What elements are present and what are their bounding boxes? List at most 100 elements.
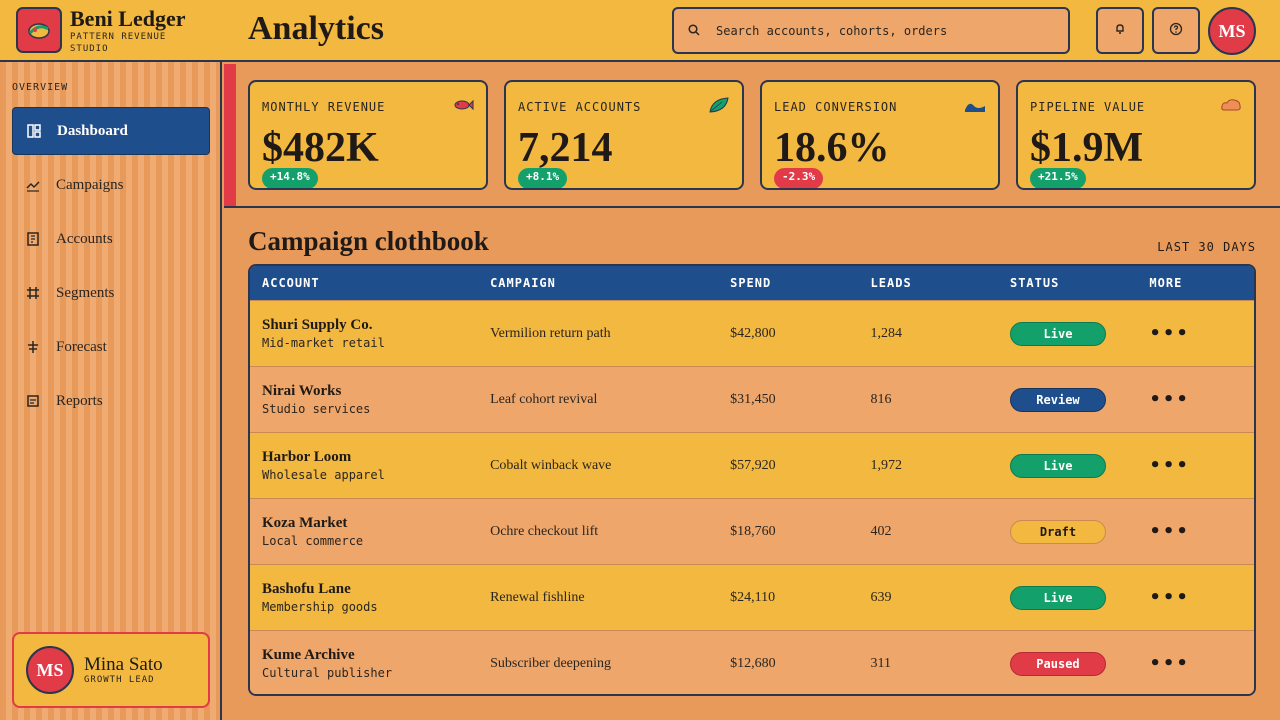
report-icon — [26, 394, 40, 408]
table-row[interactable]: Bashofu Lane Membership goods Renewal fis… — [250, 564, 1254, 630]
kpi-value: 7,214 — [518, 125, 613, 171]
account-segment: Wholesale apparel — [262, 468, 385, 482]
spend-value: $18,760 — [730, 523, 776, 539]
status-badge: Paused — [1009, 651, 1106, 676]
column-header-spend[interactable]: SPEND — [730, 276, 772, 290]
brand-logo-icon[interactable] — [16, 7, 62, 53]
spend-value: $57,920 — [730, 457, 776, 473]
kpi-label: MONTHLY REVENUE — [262, 100, 386, 114]
account-segment: Membership goods — [262, 600, 378, 614]
top-header: Analytics MS — [222, 0, 1280, 62]
leads-value: 1,284 — [870, 325, 903, 341]
date-range-label[interactable]: LAST 30 DAYS — [1157, 240, 1256, 254]
sidebar-item-label: Segments — [56, 284, 115, 301]
status-badge: Live — [1009, 321, 1106, 346]
kpi-value: $482K — [262, 125, 379, 171]
column-header-account[interactable]: ACCOUNT — [262, 276, 320, 290]
kpi-value: $1.9M — [1030, 125, 1144, 171]
leaf-icon — [709, 97, 729, 113]
sidebar-item-label: Campaigns — [56, 176, 124, 193]
brand-block: Beni Ledger PATTERN REVENUE STUDIO — [0, 0, 222, 62]
campaign-table: ACCOUNT CAMPAIGN SPEND LEADS STATUS MORE… — [248, 264, 1256, 696]
campaign-name: Cobalt winback wave — [490, 457, 612, 473]
help-icon — [1169, 21, 1183, 40]
campaign-name: Renewal fishline — [490, 589, 585, 605]
status-badge: Live — [1009, 453, 1106, 478]
help-button[interactable] — [1152, 7, 1200, 54]
column-header-leads[interactable]: LEADS — [870, 276, 912, 290]
table-row[interactable]: Nirai Works Studio services Leaf cohort r… — [250, 366, 1254, 432]
kpi-band: MONTHLY REVENUE $482K +14.8% ACTIVE ACCO… — [224, 64, 1280, 208]
kpi-delta-badge: -2.3% — [774, 168, 824, 188]
kpi-delta-badge: +14.8% — [262, 168, 318, 188]
kpi-card-accounts[interactable]: ACTIVE ACCOUNTS 7,214 +8.1% — [504, 80, 744, 190]
trend-icon — [26, 178, 40, 192]
more-options-button[interactable]: ••• — [1149, 389, 1190, 410]
search-input[interactable] — [716, 23, 1056, 38]
forecast-icon — [26, 340, 40, 354]
search-box[interactable] — [672, 7, 1070, 54]
user-name: Mina Sato — [84, 654, 163, 675]
kpi-label: LEAD CONVERSION — [774, 100, 898, 114]
more-options-button[interactable]: ••• — [1149, 323, 1190, 344]
sidebar-item-reports[interactable]: Reports — [12, 377, 210, 425]
avatar: MS — [26, 646, 74, 694]
kpi-card-pipeline[interactable]: PIPELINE VALUE $1.9M +21.5% — [1016, 80, 1256, 190]
account-name[interactable]: Shuri Supply Co. — [262, 317, 373, 333]
account-name[interactable]: Nirai Works — [262, 383, 342, 399]
header-avatar[interactable]: MS — [1208, 7, 1256, 55]
more-options-button[interactable]: ••• — [1149, 587, 1190, 608]
account-name[interactable]: Kume Archive — [262, 647, 355, 663]
sidebar-item-label: Forecast — [56, 338, 107, 355]
account-name[interactable]: Koza Market — [262, 515, 348, 531]
search-icon — [688, 21, 700, 40]
kpi-accent-bar — [224, 64, 236, 206]
status-badge: Live — [1009, 585, 1106, 610]
kpi-delta-badge: +21.5% — [1030, 168, 1086, 188]
sidebar-item-label: Accounts — [56, 230, 113, 247]
table-row[interactable]: Koza Market Local commerce Ochre checkout… — [250, 498, 1254, 564]
kpi-value: 18.6% — [774, 125, 890, 171]
table-row[interactable]: Harbor Loom Wholesale apparel Cobalt winb… — [250, 432, 1254, 498]
kpi-card-revenue[interactable]: MONTHLY REVENUE $482K +14.8% — [248, 80, 488, 190]
sidebar-item-segments[interactable]: Segments — [12, 269, 210, 317]
building-icon — [26, 232, 40, 246]
account-name[interactable]: Harbor Loom — [262, 449, 352, 465]
sidebar-item-label: Dashboard — [57, 122, 128, 139]
more-options-button[interactable]: ••• — [1149, 653, 1190, 674]
leads-value: 816 — [870, 391, 892, 407]
campaign-name: Ochre checkout lift — [490, 523, 599, 539]
sidebar-item-accounts[interactable]: Accounts — [12, 215, 210, 263]
spend-value: $12,680 — [730, 655, 776, 671]
kpi-delta-badge: +8.1% — [518, 168, 568, 188]
spend-value: $31,450 — [730, 391, 776, 407]
sidebar-item-campaigns[interactable]: Campaigns — [12, 161, 210, 209]
spend-value: $24,110 — [730, 589, 776, 605]
table-row[interactable]: Shuri Supply Co. Mid-market retail Vermil… — [250, 300, 1254, 366]
sidebar: Beni Ledger PATTERN REVENUE STUDIO OVERV… — [0, 0, 222, 720]
more-options-button[interactable]: ••• — [1149, 455, 1190, 476]
user-role: GROWTH LEAD — [84, 675, 155, 685]
kpi-label: PIPELINE VALUE — [1030, 100, 1146, 114]
kpi-card-conversion[interactable]: LEAD CONVERSION 18.6% -2.3% — [760, 80, 1000, 190]
notifications-button[interactable] — [1096, 7, 1144, 54]
bell-icon — [1114, 21, 1126, 40]
table-header: ACCOUNT CAMPAIGN SPEND LEADS STATUS MORE — [250, 266, 1254, 300]
brand-subtitle: PATTERN REVENUE STUDIO — [70, 32, 167, 54]
sidebar-item-dashboard[interactable]: Dashboard — [12, 107, 210, 155]
column-header-campaign[interactable]: CAMPAIGN — [490, 276, 556, 290]
status-badge: Draft — [1009, 519, 1106, 544]
more-options-button[interactable]: ••• — [1149, 521, 1190, 542]
user-card[interactable]: MS Mina Sato GROWTH LEAD — [12, 632, 210, 708]
leads-value: 402 — [870, 523, 892, 539]
table-row[interactable]: Kume Archive Cultural publisher Subscribe… — [250, 630, 1254, 694]
brand-name: Beni Ledger — [70, 6, 186, 31]
kpi-label: ACTIVE ACCOUNTS — [518, 100, 642, 114]
sidebar-item-forecast[interactable]: Forecast — [12, 323, 210, 371]
campaign-name: Vermilion return path — [490, 325, 611, 341]
hash-grid-icon — [26, 286, 40, 300]
page-title: Analytics — [248, 10, 384, 47]
column-header-more: MORE — [1149, 276, 1183, 290]
account-name[interactable]: Bashofu Lane — [262, 581, 351, 597]
column-header-status[interactable]: STATUS — [1009, 276, 1060, 290]
